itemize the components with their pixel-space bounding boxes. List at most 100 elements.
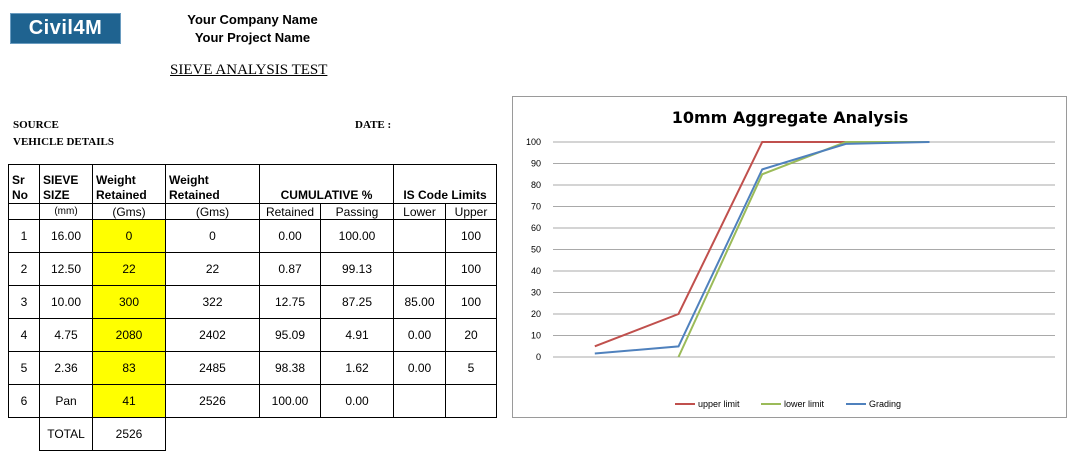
units-retained: Retained xyxy=(259,203,321,220)
y-tick-label: 0 xyxy=(536,352,541,362)
cell-weight-retained[interactable]: 0 xyxy=(92,219,166,253)
total-spacer xyxy=(9,418,40,451)
cell-weight-retained[interactable]: 41 xyxy=(92,384,166,418)
cell-lower-limit: 85.00 xyxy=(393,285,446,319)
cell-sr: 6 xyxy=(8,384,40,418)
cell-cumulative-passing: 0.00 xyxy=(320,384,394,418)
cell-cumulative-passing: 1.62 xyxy=(320,351,394,385)
units-lower: Lower xyxy=(393,203,446,220)
company-header: Your Company Name Your Project Name xyxy=(150,11,355,47)
legend-label: Grading xyxy=(869,399,901,409)
table-row: 6 Pan 41 2526 100.00 0.00 xyxy=(8,384,497,418)
cell-sr: 2 xyxy=(8,252,40,286)
cell-sieve-size: 16.00 xyxy=(39,219,93,253)
units-passing: Passing xyxy=(320,203,394,220)
cell-upper-limit: 100 xyxy=(445,285,497,319)
table-row: 2 12.50 22 22 0.87 99.13 100 xyxy=(8,252,497,286)
cell-cumulative-passing: 4.91 xyxy=(320,318,394,352)
y-tick-label: 30 xyxy=(531,288,541,298)
cell-sr: 1 xyxy=(8,219,40,253)
cell-weight-cumulative: 2526 xyxy=(165,384,260,418)
cell-cumulative-passing: 100.00 xyxy=(320,219,394,253)
legend-label: lower limit xyxy=(784,399,825,409)
cell-sieve-size: 12.50 xyxy=(39,252,93,286)
y-tick-label: 70 xyxy=(531,202,541,212)
y-tick-label: 40 xyxy=(531,266,541,276)
cell-sr: 3 xyxy=(8,285,40,319)
cell-weight-cumulative: 2402 xyxy=(165,318,260,352)
series-line-grading xyxy=(594,141,930,355)
cell-lower-limit: 0.00 xyxy=(393,351,446,385)
chart-title: 10mm Aggregate Analysis xyxy=(672,108,909,127)
cell-cumulative-retained: 95.09 xyxy=(259,318,321,352)
cell-cumulative-retained: 98.38 xyxy=(259,351,321,385)
cell-lower-limit: 0.00 xyxy=(393,318,446,352)
cell-weight-cumulative: 22 xyxy=(165,252,260,286)
y-tick-label: 10 xyxy=(531,331,541,341)
header-sr-no: Sr No xyxy=(8,164,40,204)
table-row: 1 16.00 0 0 0.00 100.00 100 xyxy=(8,219,497,253)
project-name: Your Project Name xyxy=(194,30,311,45)
table-units-row: (mm) (Gms) (Gms) Retained Passing Lower … xyxy=(8,203,497,220)
y-tick-label: 50 xyxy=(531,245,541,255)
cell-lower-limit xyxy=(393,384,446,418)
header-cumulative: CUMULATIVE % xyxy=(259,164,394,204)
cell-lower-limit xyxy=(393,252,446,286)
cell-upper-limit: 5 xyxy=(445,351,497,385)
units-blank xyxy=(8,203,40,220)
table-row: 3 10.00 300 322 12.75 87.25 85.00 100 xyxy=(8,285,497,319)
chart-canvas: 10mm Aggregate Analysis 0 10 20 30 40 50 60 70 8… xyxy=(526,108,1055,409)
cell-cumulative-retained: 100.00 xyxy=(259,384,321,418)
cell-weight-cumulative: 322 xyxy=(165,285,260,319)
cell-sieve-size: Pan xyxy=(39,384,93,418)
cell-cumulative-retained: 0.87 xyxy=(259,252,321,286)
y-tick-label: 20 xyxy=(531,309,541,319)
units-upper: Upper xyxy=(445,203,497,220)
cell-upper-limit: 20 xyxy=(445,318,497,352)
logo-text: Civil4M xyxy=(28,17,103,39)
cell-lower-limit xyxy=(393,219,446,253)
total-row: TOTAL 2526 xyxy=(9,417,497,451)
y-tick-label: 100 xyxy=(526,137,541,147)
cell-cumulative-retained: 0.00 xyxy=(259,219,321,253)
vehicle-details-label: VEHICLE DETAILS xyxy=(13,136,114,148)
cell-sieve-size: 10.00 xyxy=(39,285,93,319)
date-label: DATE : xyxy=(355,119,392,131)
sieve-analysis-table: Sr No SIEVE SIZE Weight Retained Weight Reta… xyxy=(8,164,497,451)
cell-weight-retained[interactable]: 2080 xyxy=(92,318,166,352)
series-line-upper-limit xyxy=(594,141,930,348)
units-gms-cumulative: (Gms) xyxy=(165,203,260,220)
y-tick-label: 60 xyxy=(531,223,541,233)
y-tick-label: 80 xyxy=(531,180,541,190)
y-tick-label: 90 xyxy=(531,159,541,169)
cell-weight-cumulative: 0 xyxy=(165,219,260,253)
units-gms-weight: (Gms) xyxy=(92,203,166,220)
header-weight-retained-cumulative: Weight Retained xyxy=(165,164,260,204)
cell-sr: 5 xyxy=(8,351,40,385)
cell-sieve-size: 2.36 xyxy=(39,351,93,385)
cell-sieve-size: 4.75 xyxy=(39,318,93,352)
total-label: TOTAL xyxy=(39,417,93,451)
test-title: SIEVE ANALYSIS TEST xyxy=(170,62,328,78)
table-row: 4 4.75 2080 2402 95.09 4.91 0.00 20 xyxy=(8,318,497,352)
header-weight-retained: Weight Retained xyxy=(92,164,166,204)
aggregate-analysis-chart: 10mm Aggregate Analysis 0 10 20 30 40 50 60 70 8… xyxy=(512,96,1067,418)
source-label: SOURCE xyxy=(13,119,59,131)
units-mm: (mm) xyxy=(39,203,93,220)
table-row: 5 2.36 83 2485 98.38 1.62 0.00 5 xyxy=(8,351,497,385)
table-header-row: Sr No SIEVE SIZE Weight Retained Weight Reta… xyxy=(8,164,497,204)
cell-upper-limit xyxy=(445,384,497,418)
total-value: 2526 xyxy=(92,417,166,451)
legend-label: upper limit xyxy=(698,399,740,409)
cell-weight-retained[interactable]: 300 xyxy=(92,285,166,319)
civil4m-logo: Civil4M xyxy=(10,13,121,44)
cell-weight-retained[interactable]: 22 xyxy=(92,252,166,286)
header-sieve-size: SIEVE SIZE xyxy=(39,164,93,204)
company-name: Your Company Name xyxy=(187,12,318,27)
header-is-code-limits: IS Code Limits xyxy=(393,164,497,204)
cell-cumulative-passing: 87.25 xyxy=(320,285,394,319)
cell-weight-cumulative: 2485 xyxy=(165,351,260,385)
cell-upper-limit: 100 xyxy=(445,219,497,253)
cell-weight-retained[interactable]: 83 xyxy=(92,351,166,385)
cell-cumulative-passing: 99.13 xyxy=(320,252,394,286)
